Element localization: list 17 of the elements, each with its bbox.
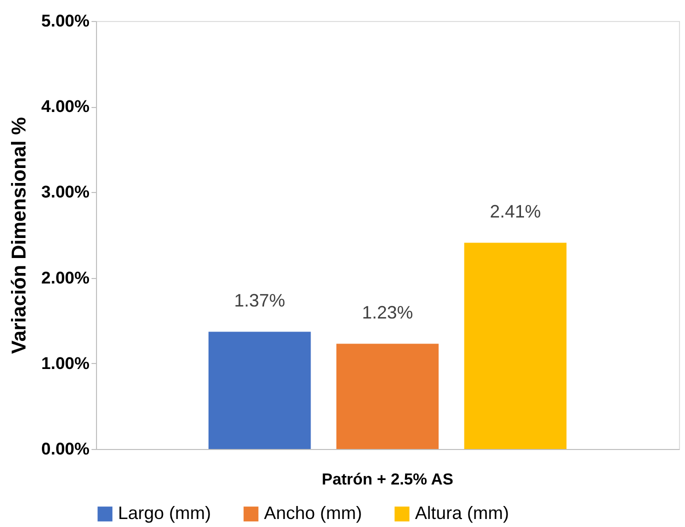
legend-label: Ancho (mm): [264, 503, 362, 523]
y-tick-label: 1.00%: [41, 354, 90, 373]
y-tick-label: 3.00%: [41, 182, 90, 202]
bar: [464, 242, 566, 449]
y-tick-label: 2.00%: [41, 268, 90, 288]
data-label: 1.23%: [362, 302, 414, 323]
legend-label: Altura (mm): [415, 503, 509, 523]
x-tick-label: Patrón + 2.5% AS: [322, 472, 454, 488]
y-axis-title: Variación Dimensional %: [8, 116, 30, 354]
data-label: 2.41%: [490, 202, 541, 222]
y-tick-label: 4.00%: [41, 97, 90, 116]
data-label: 1.37%: [234, 290, 286, 311]
y-tick-label: 0.00%: [41, 440, 90, 458]
y-tick-label: 5.00%: [41, 12, 90, 30]
legend-label: Largo (mm): [118, 503, 212, 523]
bar: [208, 332, 311, 449]
bar: [336, 344, 439, 449]
